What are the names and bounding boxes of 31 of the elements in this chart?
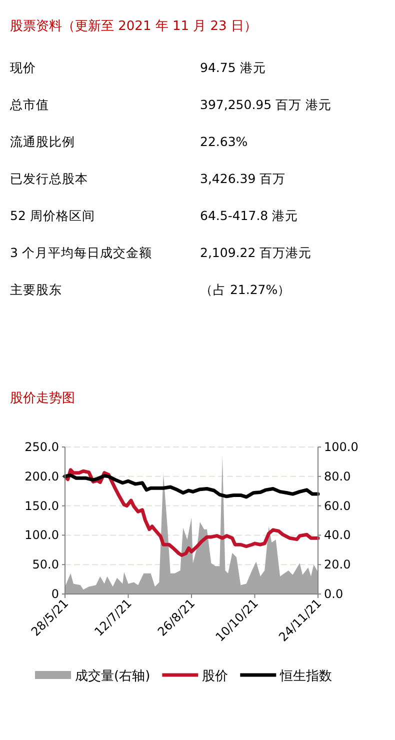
text: 现价: [10, 60, 36, 75]
text: 股票资料（更新至 2021 年 11 月 23 日）: [10, 19, 257, 34]
y-tick-label: 50.0: [32, 558, 59, 572]
text: 3 个月平均每日成交金额: [10, 245, 152, 260]
text: 总市值: [9, 97, 49, 112]
text: 52 周价格区间: [10, 208, 95, 223]
text: 流通股比例: [10, 134, 75, 149]
y2-tick-label: 100.0: [324, 440, 358, 454]
legend-label: 成交量(右轴): [75, 668, 150, 684]
y-tick-label: 150.0: [24, 498, 59, 513]
y-tick-label: 100.0: [24, 528, 59, 542]
y2-tick-label: 20.0: [324, 558, 351, 572]
text: 已发行总股本: [10, 171, 88, 186]
text: 主要股东: [10, 282, 62, 297]
text: 22.63%: [200, 134, 248, 149]
text: 64.5-417.8 港元: [200, 208, 298, 223]
chart-title: 股价走势图: [10, 391, 75, 406]
y-tick-label: 250.0: [24, 440, 59, 454]
y2-tick-label: 80.0: [324, 469, 351, 484]
text: 3,426.39 百万: [200, 171, 286, 186]
y-tick-label: 200.0: [24, 469, 59, 484]
legend-label: 恒生指数: [279, 669, 332, 684]
y-tick-label: 0: [51, 587, 59, 601]
legend-label: 股价: [202, 669, 228, 684]
y2-tick-label: 40.0: [324, 528, 351, 542]
text: 397,250.95 百万 港元: [200, 97, 332, 112]
y2-tick-label: 0.0: [324, 587, 344, 601]
text: 94.75 港元: [200, 60, 266, 75]
y2-tick-label: 60.0: [324, 498, 351, 513]
text: （占 21.27%）: [200, 282, 291, 297]
text: 2,109.22 百万港元: [200, 245, 312, 260]
